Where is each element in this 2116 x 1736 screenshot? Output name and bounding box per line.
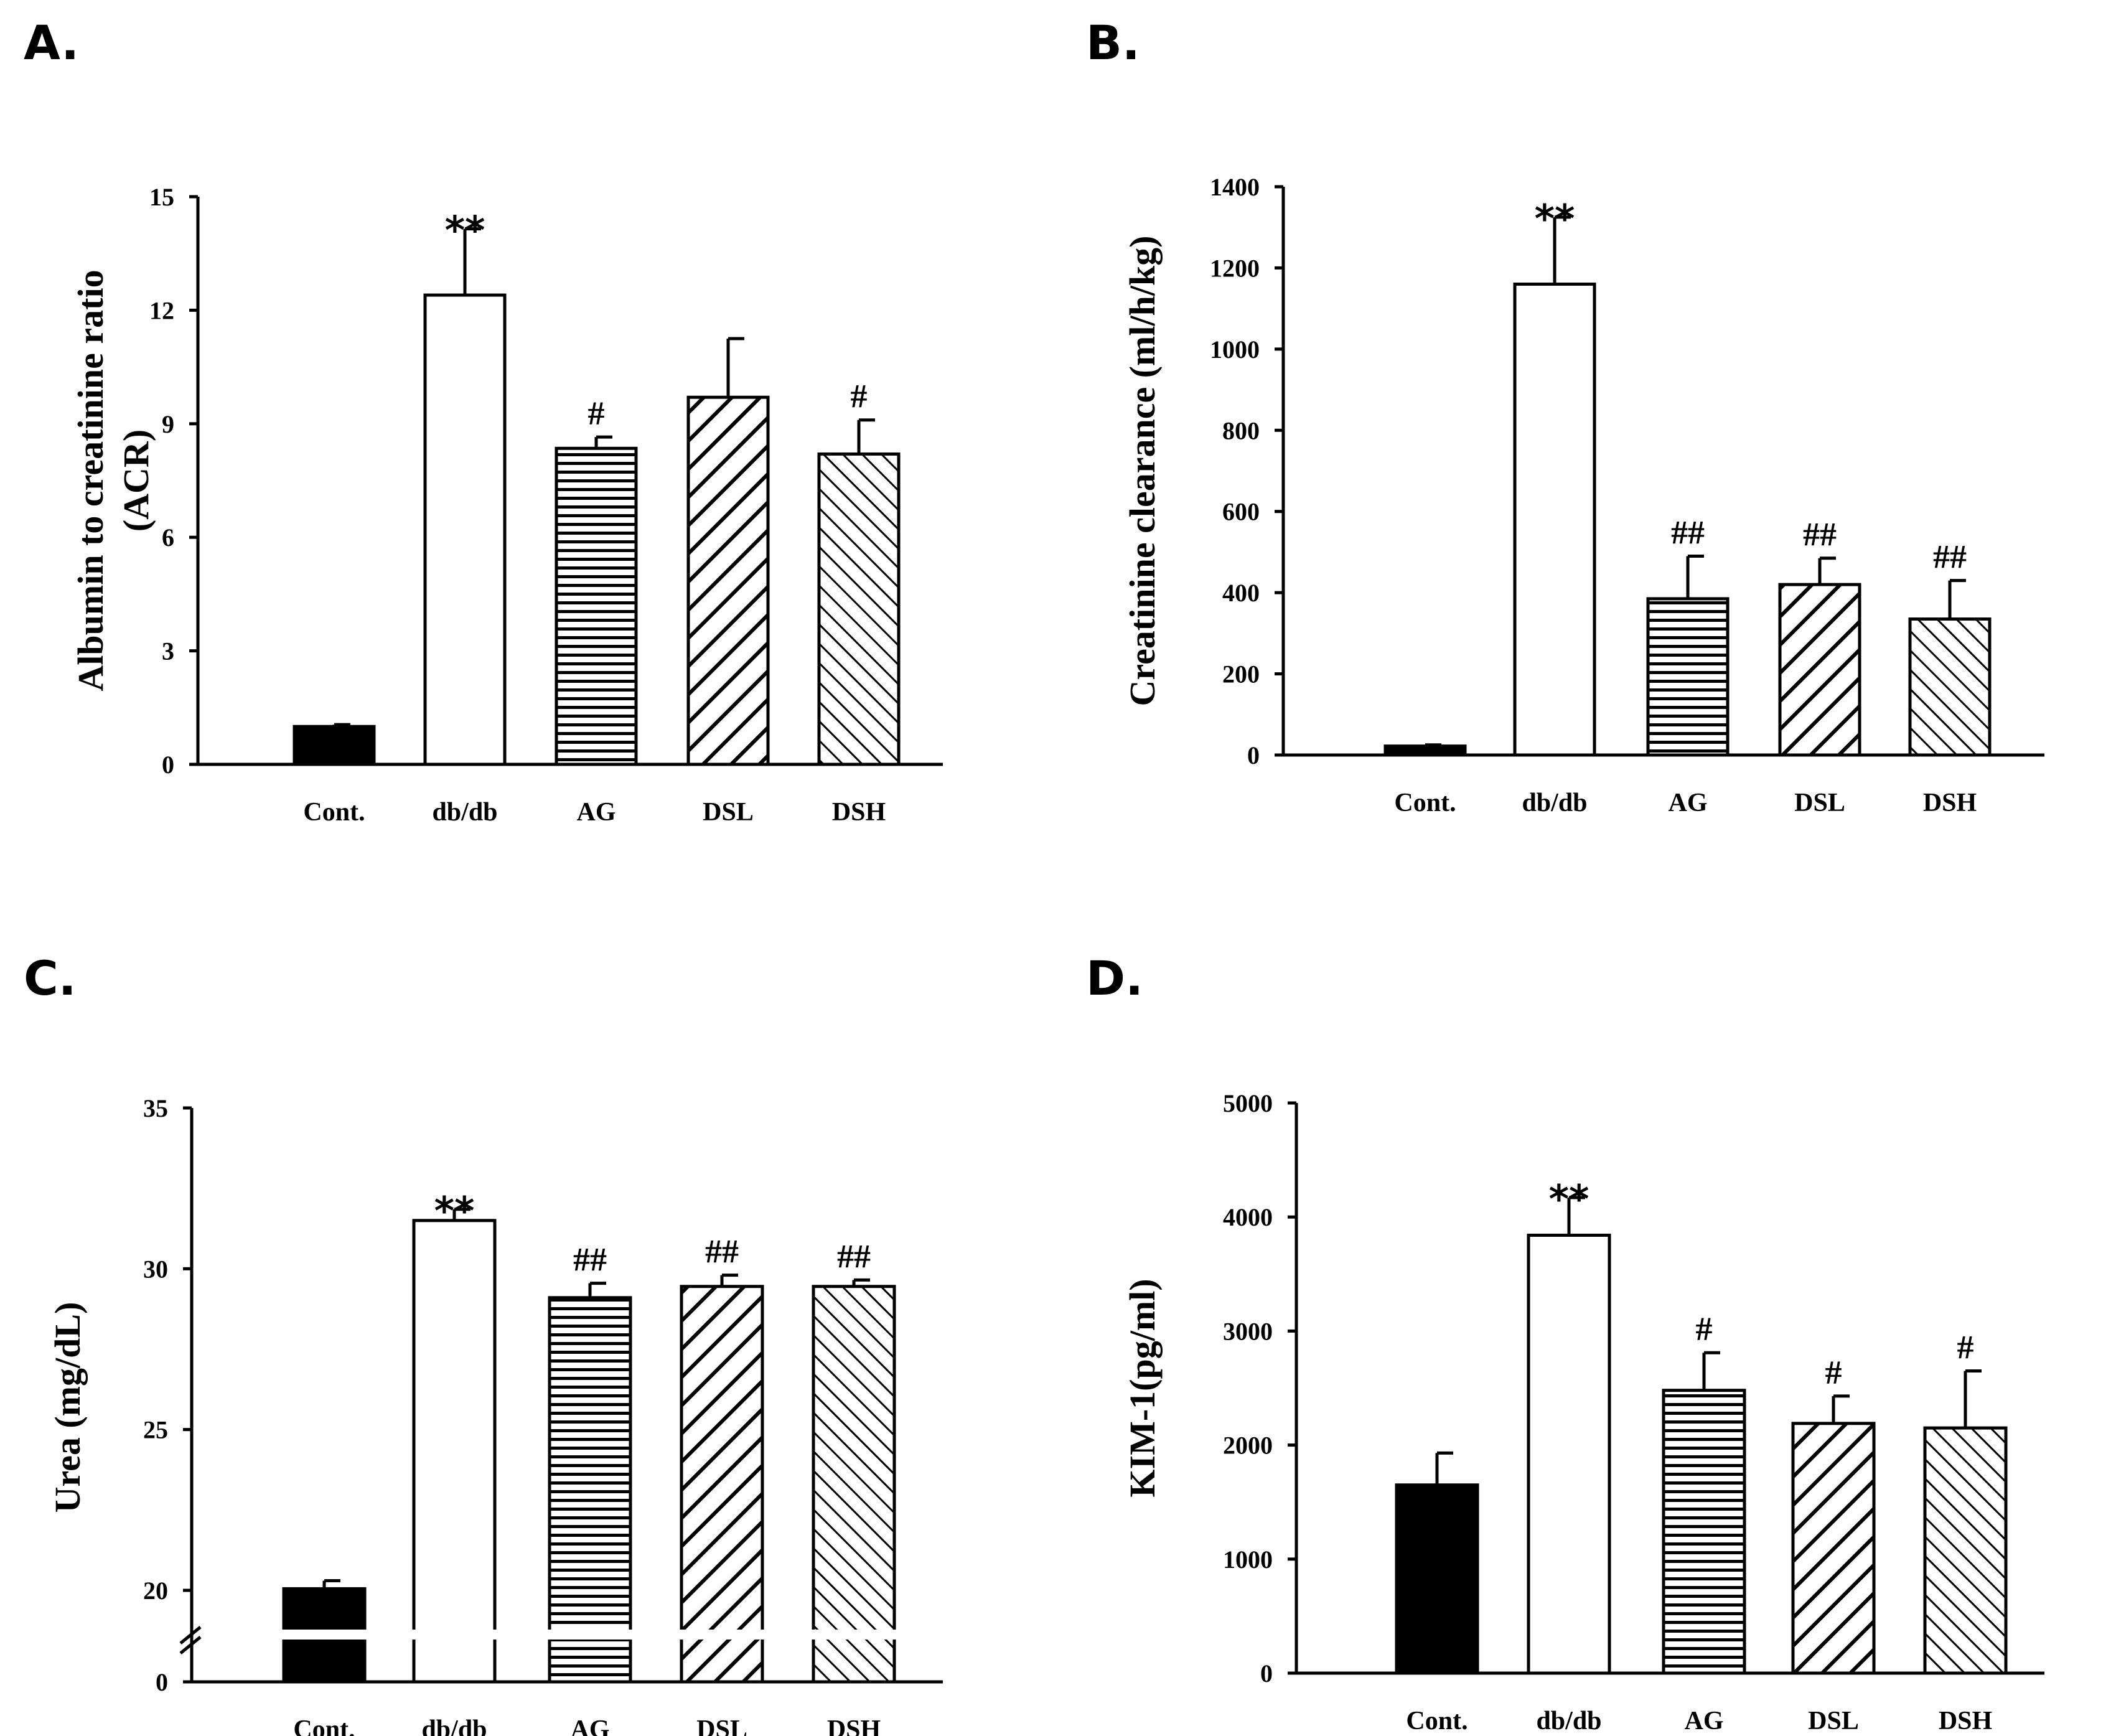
category-label-a-3: DSL bbox=[703, 798, 754, 827]
bar-d-2 bbox=[1662, 1389, 1746, 1675]
panel-label-c: C. bbox=[24, 950, 77, 1006]
y-tick-label-a-0: 0 bbox=[162, 751, 174, 779]
y-tick-label-b-7: 1400 bbox=[1210, 173, 1260, 201]
y-tick-label-d-1: 1000 bbox=[1223, 1546, 1273, 1574]
y-tick-label-b-4: 800 bbox=[1222, 416, 1260, 444]
y-tick-label-b-5: 1000 bbox=[1210, 335, 1260, 364]
category-label-a-1: db/db bbox=[432, 798, 497, 827]
bar-a-1 bbox=[423, 293, 507, 766]
significance-marker-d-3: # bbox=[1825, 1354, 1842, 1391]
bar-c-3 bbox=[680, 1285, 764, 1684]
bar-b-1 bbox=[1513, 283, 1596, 757]
significance-marker-c-4: ## bbox=[837, 1237, 871, 1275]
significance-marker-d-2: # bbox=[1696, 1310, 1713, 1348]
bar-d-0 bbox=[1395, 1483, 1479, 1675]
y-tick-label-c-3: 30 bbox=[143, 1255, 168, 1283]
category-label-a-4: DSH bbox=[832, 798, 886, 827]
category-label-c-0: Cont. bbox=[293, 1715, 355, 1736]
category-label-d-4: DSH bbox=[1939, 1707, 1992, 1735]
category-label-d-3: DSL bbox=[1808, 1707, 1859, 1735]
y-tick-label-d-2: 2000 bbox=[1223, 1432, 1273, 1460]
category-label-c-4: DSH bbox=[827, 1715, 881, 1736]
bar-d-4 bbox=[1923, 1426, 2008, 1675]
bar-a-0 bbox=[293, 725, 376, 766]
significance-marker-a-1: ** bbox=[445, 208, 485, 253]
bar-b-2 bbox=[1646, 597, 1730, 757]
y-axis-title-c: Urea (mg/dL) bbox=[47, 1302, 88, 1513]
y-tick-label-c-4: 35 bbox=[143, 1094, 168, 1122]
significance-marker-c-1: ** bbox=[434, 1188, 475, 1234]
category-label-d-2: AG bbox=[1685, 1707, 1724, 1735]
panel-d-kim1-chart: D. Cont. ** db/db # AG # DSL # DSH 0 1000 2000 3000 40… bbox=[1086, 950, 2044, 1735]
panel-label-b: B. bbox=[1086, 15, 1140, 70]
category-label-a-2: AG bbox=[577, 798, 616, 827]
y-tick-label-b-3: 600 bbox=[1222, 498, 1260, 526]
y-tick-label-d-4: 4000 bbox=[1223, 1203, 1273, 1231]
bar-c-1 bbox=[412, 1219, 497, 1684]
bar-b-4 bbox=[1908, 617, 1992, 757]
category-label-c-1: db/db bbox=[421, 1715, 487, 1736]
category-label-a-0: Cont. bbox=[303, 798, 365, 827]
y-axis-title-b: Creatinine clearance (ml/h/kg) bbox=[1122, 235, 1163, 706]
axis-break-gap-c bbox=[195, 1630, 947, 1640]
bar-a-3 bbox=[686, 395, 770, 766]
bar-d-3 bbox=[1791, 1422, 1876, 1675]
panel-label-d: D. bbox=[1086, 950, 1143, 1006]
significance-marker-d-4: # bbox=[1957, 1329, 1974, 1366]
y-tick-label-b-6: 1200 bbox=[1210, 254, 1260, 282]
significance-marker-a-2: # bbox=[588, 395, 605, 432]
y-tick-label-d-3: 3000 bbox=[1223, 1317, 1273, 1345]
y-tick-label-b-0: 0 bbox=[1247, 741, 1260, 769]
bar-d-1 bbox=[1527, 1234, 1611, 1675]
panel-a-albumin-creatinine-chart: A. Cont. ** db/db # AG DSL # DSH 0 3 6 9 12 15 Albumin … bbox=[24, 15, 943, 827]
significance-marker-b-4: ## bbox=[1933, 538, 1967, 576]
bar-c-4 bbox=[812, 1285, 896, 1684]
y-tick-label-a-4: 12 bbox=[149, 296, 174, 324]
significance-marker-c-3: ## bbox=[705, 1233, 739, 1270]
category-label-b-3: DSL bbox=[1794, 789, 1845, 817]
y-tick-label-a-3: 9 bbox=[162, 410, 174, 438]
y-tick-label-b-2: 400 bbox=[1222, 579, 1260, 607]
category-label-d-1: db/db bbox=[1536, 1707, 1601, 1735]
y-tick-label-d-5: 5000 bbox=[1223, 1089, 1273, 1117]
y-tick-label-c-2: 25 bbox=[143, 1416, 168, 1444]
y-tick-label-a-2: 6 bbox=[162, 523, 174, 551]
category-label-b-2: AG bbox=[1669, 789, 1708, 817]
category-label-c-2: AG bbox=[571, 1715, 610, 1736]
significance-marker-b-1: ** bbox=[1535, 196, 1575, 242]
significance-marker-a-4: # bbox=[851, 378, 868, 415]
category-label-c-3: DSL bbox=[696, 1715, 747, 1736]
bar-a-2 bbox=[555, 446, 638, 766]
y-axis-title-a-line0: Albumin to creatinine ratio bbox=[70, 270, 111, 691]
y-tick-label-b-1: 200 bbox=[1222, 660, 1260, 688]
significance-marker-b-3: ## bbox=[1803, 516, 1837, 553]
category-label-b-1: db/db bbox=[1522, 789, 1587, 817]
y-tick-label-c-1: 20 bbox=[143, 1577, 168, 1605]
category-label-b-4: DSH bbox=[1923, 789, 1977, 817]
category-label-b-0: Cont. bbox=[1394, 789, 1456, 817]
panel-b-creatinine-clearance-chart: B. Cont. ** db/db ## AG ## DSL ## DSH 0 200 400 600 80… bbox=[1086, 15, 2044, 817]
panel-label-a: A. bbox=[24, 15, 79, 70]
y-tick-label-c-0: 0 bbox=[156, 1668, 168, 1696]
panel-c-urea-chart: C. Cont. ** db/db ## AG ## DSL ## DSH 0 20 25 30 35 Ure… bbox=[24, 950, 947, 1736]
significance-marker-c-2: ## bbox=[573, 1241, 607, 1279]
significance-marker-d-1: ** bbox=[1549, 1176, 1589, 1222]
significance-marker-b-2: ## bbox=[1671, 514, 1705, 551]
y-tick-label-a-1: 3 bbox=[162, 637, 174, 665]
bar-a-4 bbox=[817, 452, 901, 766]
y-axis-title-a-line1: (ACR) bbox=[116, 429, 156, 532]
y-tick-label-a-5: 15 bbox=[149, 183, 174, 211]
y-axis-title-d: KIM-1(pg/ml) bbox=[1122, 1279, 1163, 1497]
y-tick-label-d-0: 0 bbox=[1260, 1659, 1273, 1687]
bar-c-2 bbox=[548, 1296, 632, 1684]
category-label-d-0: Cont. bbox=[1406, 1707, 1468, 1735]
bar-b-3 bbox=[1778, 583, 1861, 757]
